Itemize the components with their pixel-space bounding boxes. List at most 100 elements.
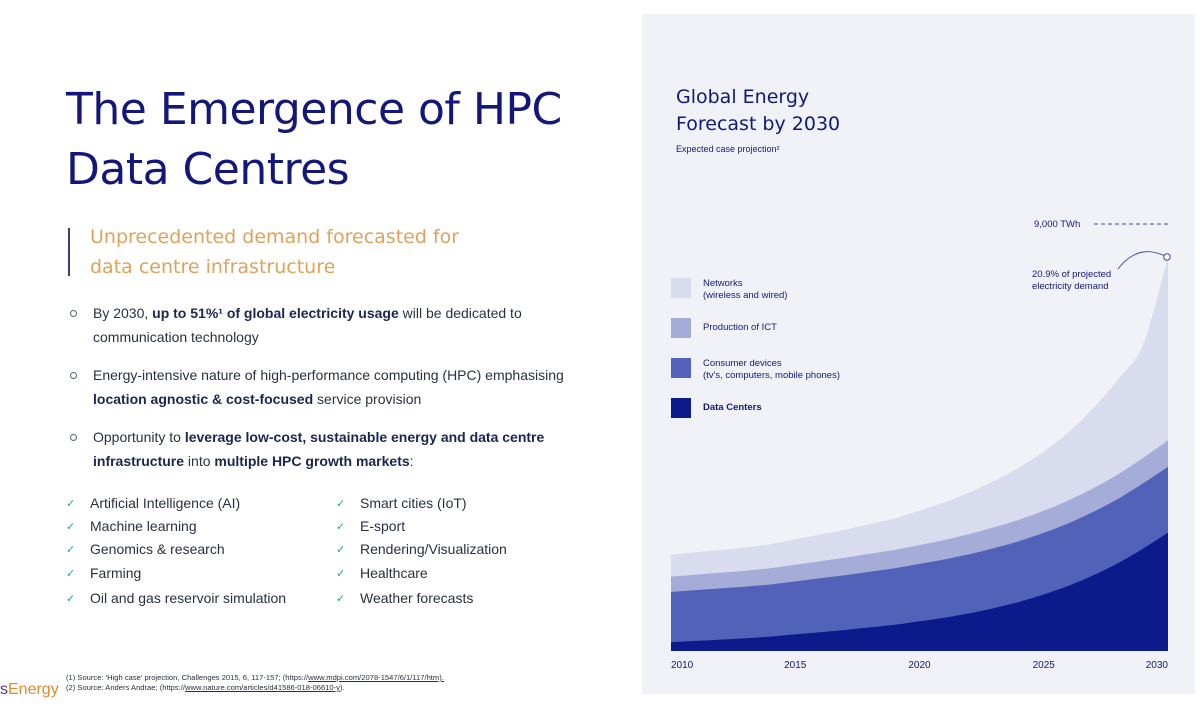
- bullet-text: Opportunity to: [93, 429, 185, 445]
- market-item: ✓ Smart cities (IoT): [336, 492, 606, 515]
- market-label: Smart cities (IoT): [360, 495, 467, 511]
- market-item: ✓ E-sport: [336, 515, 606, 538]
- markets-list-col1: ✓ Artificial Intelligence (AI) ✓ Machine le…: [66, 492, 336, 610]
- page-title: The Emergence of HPC Data Centres: [66, 80, 626, 200]
- bullet-list: By 2030, up to 51%¹ of global electricit…: [70, 302, 590, 488]
- market-label: Healthcare: [360, 564, 428, 581]
- endpoint-marker: [1163, 253, 1171, 261]
- x-tick-label: 2015: [784, 660, 807, 671]
- x-tick-label: 2010: [671, 660, 694, 671]
- x-tick-label: 2030: [1146, 660, 1169, 671]
- legend-swatch: [671, 278, 691, 298]
- legend-label-line-1: Production of ICT: [703, 322, 777, 333]
- footnote-1-text: (1) Source: 'High case' projection, Chal…: [66, 673, 309, 682]
- legend-label: Consumer devices (tv's, computers, mobile…: [703, 358, 840, 382]
- market-label: E-sport: [360, 518, 406, 535]
- market-item: ✓ Artificial Intelligence (AI): [66, 492, 336, 515]
- checkmark-icon: ✓: [66, 521, 76, 534]
- market-label: Genomics & research: [90, 541, 225, 558]
- legend-label-line-1: Data Centers: [703, 402, 762, 413]
- chart-panel: 2010 2015 2020 2025 2030 9,000 TWh 20.9% of pr…: [642, 14, 1195, 694]
- checkmark-icon: ✓: [336, 544, 346, 557]
- market-label: Rendering/Visualization: [360, 541, 507, 558]
- bullet-item: Opportunity to leverage low-cost, sustai…: [70, 426, 590, 473]
- checkmark-icon: ✓: [336, 498, 346, 510]
- legend-label: Production of ICT: [703, 322, 777, 334]
- bullet-item: By 2030, up to 51%¹ of global electricit…: [70, 302, 590, 349]
- bullet-item: Energy-intensive nature of high-performa…: [70, 364, 590, 411]
- bullet-text: :: [409, 452, 414, 469]
- slide-left-panel: The Emergence of HPC Data Centres Unprec…: [0, 80, 626, 699]
- legend-label: Data Centers: [703, 402, 762, 414]
- area-series-data-centers: [671, 532, 1168, 651]
- legend-label-line-1: Consumer devices: [703, 358, 782, 369]
- market-item: ✓ Rendering/Visualization: [336, 538, 606, 561]
- checkmark-icon: ✓: [66, 592, 76, 605]
- checkmark-icon: ✓: [336, 592, 346, 605]
- company-logo: sEnergy: [0, 681, 59, 699]
- checkmark-icon: ✓: [66, 567, 76, 580]
- market-item: ✓ Farming: [66, 562, 336, 585]
- market-label: Artificial Intelligence (AI): [90, 495, 241, 511]
- x-tick-label: 2025: [1033, 660, 1056, 671]
- bullet-text: will be dedicated to communication techn…: [93, 305, 522, 345]
- bullet-text: into: [184, 452, 215, 469]
- bullet-circle-icon: [70, 372, 77, 379]
- market-label: Farming: [90, 564, 142, 581]
- bullet-circle-icon: [70, 434, 77, 441]
- annotation-text: electricity demand: [1032, 281, 1109, 292]
- chart-title: Global Energy Forecast by 2030: [676, 84, 976, 138]
- footnote-2-link[interactable]: www.nature.com/articles/d41586-018-06610…: [185, 683, 340, 692]
- legend-label: Networks (wireless and wired): [703, 278, 787, 302]
- chart-title-line-2: Forecast by 2030: [676, 113, 841, 135]
- market-item: ✓ Healthcare: [336, 562, 606, 585]
- subtitle: Unprecedented demand forecasted for data…: [90, 222, 510, 282]
- chart-subtitle: Expected case projection²: [676, 144, 780, 154]
- energy-area-chart: 2010 2015 2020 2025 2030 9,000 TWh 20.9% of pr…: [671, 219, 1171, 671]
- x-tick-label: 2020: [908, 660, 931, 671]
- bullet-text: Energy-intensive nature of high-performa…: [93, 367, 564, 383]
- market-label: Weather forecasts: [360, 589, 474, 606]
- legend-label-line-2: (tv's, computers, mobile phones): [703, 370, 840, 381]
- legend-swatch: [671, 358, 691, 378]
- footnotes: (1) Source: 'High case' projection, Chal…: [66, 673, 444, 693]
- legend-swatch: [671, 398, 691, 418]
- market-label: Oil and gas reservoir simulation: [90, 589, 287, 606]
- footnote-2-text: (2) Source: Anders Andrae; (https://: [66, 683, 186, 692]
- chart-title-line-1: Global Energy: [676, 86, 810, 108]
- market-item: ✓ Genomics & research: [66, 538, 336, 561]
- title-line-1: The Emergence of HPC: [66, 84, 562, 135]
- legend-label-line-2: (wireless and wired): [703, 290, 788, 301]
- annotation-text: 20.9% of projected: [1032, 269, 1111, 280]
- bullet-emphasis: multiple HPC growth markets: [214, 452, 410, 469]
- market-item: ✓ Machine learning: [66, 515, 336, 538]
- bullet-emphasis: up to 51%¹ of global electricity usage: [152, 305, 399, 321]
- bullet-circle-icon: [70, 310, 77, 317]
- logo-text: Energy: [8, 681, 59, 698]
- subtitle-divider: [68, 228, 70, 276]
- bullet-text: service provision: [313, 390, 422, 407]
- reference-label: 9,000 TWh: [1034, 219, 1080, 230]
- market-item: ✓ Weather forecasts: [336, 587, 606, 610]
- bullet-emphasis: location agnostic & cost-focused: [93, 390, 314, 407]
- footnote-2: (2) Source: Anders Andrae; (https://www.…: [66, 683, 444, 693]
- subtitle-line-2: data centre infrastructure: [90, 256, 336, 278]
- bullet-text: By 2030,: [93, 305, 153, 321]
- checkmark-icon: ✓: [336, 567, 346, 580]
- annotation-connector: [1117, 251, 1166, 270]
- footnote-2-end: ).: [339, 683, 345, 692]
- market-label: Machine learning: [90, 518, 197, 535]
- market-item: ✓ Oil and gas reservoir simulation: [66, 587, 336, 610]
- bullet-emphasis: leverage low-cost, sustainable energy an…: [93, 429, 545, 469]
- footnote-1: (1) Source: 'High case' projection, Chal…: [66, 673, 444, 683]
- logo-prefix: s: [0, 681, 8, 698]
- checkmark-icon: ✓: [66, 544, 76, 557]
- checkmark-icon: ✓: [66, 498, 76, 510]
- title-line-2: Data Centres: [66, 144, 350, 195]
- footnote-1-link[interactable]: www.mdpi.com/2078-1547/6/1/117/htm).: [308, 673, 444, 682]
- markets-list-col2: ✓ Smart cities (IoT) ✓ E-sport ✓ Rendering/Vi…: [336, 492, 606, 610]
- subtitle-line-1: Unprecedented demand forecasted for: [90, 226, 460, 248]
- checkmark-icon: ✓: [336, 521, 346, 534]
- legend-label-line-1: Networks: [703, 278, 743, 289]
- legend-swatch: [671, 318, 691, 338]
